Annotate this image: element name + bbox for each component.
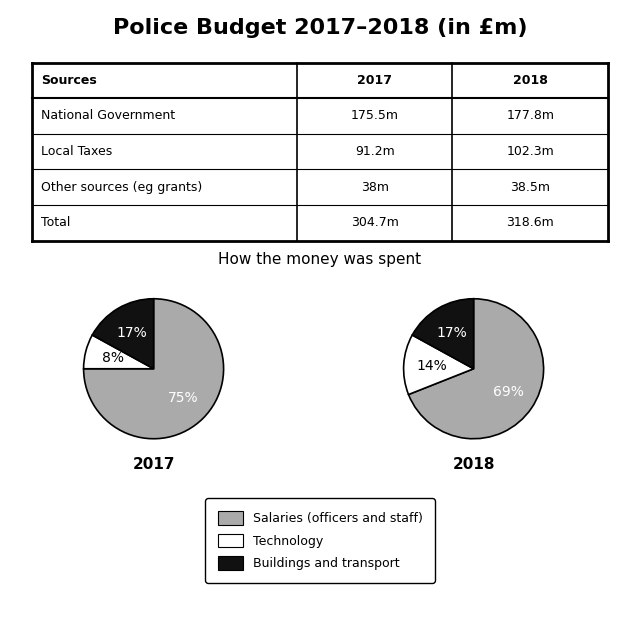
Text: 177.8m: 177.8m bbox=[506, 109, 554, 123]
Text: 69%: 69% bbox=[493, 386, 524, 399]
Title: 2017: 2017 bbox=[132, 457, 175, 472]
Text: 2017: 2017 bbox=[357, 74, 392, 87]
Text: Total: Total bbox=[41, 216, 70, 229]
Text: 38m: 38m bbox=[361, 181, 388, 194]
Text: Other sources (eg grants): Other sources (eg grants) bbox=[41, 181, 202, 194]
Text: 2018: 2018 bbox=[513, 74, 548, 87]
Wedge shape bbox=[84, 335, 154, 369]
Text: National Government: National Government bbox=[41, 109, 175, 123]
Text: 8%: 8% bbox=[102, 351, 124, 365]
Wedge shape bbox=[404, 335, 474, 394]
Wedge shape bbox=[408, 299, 543, 439]
Text: 102.3m: 102.3m bbox=[506, 145, 554, 158]
Text: 304.7m: 304.7m bbox=[351, 216, 399, 229]
Text: 14%: 14% bbox=[416, 359, 447, 373]
Text: Police Budget 2017–2018 (in £m): Police Budget 2017–2018 (in £m) bbox=[113, 18, 527, 38]
Legend: Salaries (officers and staff), Technology, Buildings and transport: Salaries (officers and staff), Technolog… bbox=[205, 498, 435, 583]
Text: 75%: 75% bbox=[168, 391, 198, 406]
Text: 17%: 17% bbox=[117, 326, 148, 339]
Wedge shape bbox=[92, 299, 154, 369]
Text: Sources: Sources bbox=[41, 74, 97, 87]
Title: 2018: 2018 bbox=[452, 457, 495, 472]
Wedge shape bbox=[412, 299, 474, 369]
Wedge shape bbox=[84, 299, 223, 439]
Text: 318.6m: 318.6m bbox=[506, 216, 554, 229]
Text: How the money was spent: How the money was spent bbox=[218, 252, 422, 267]
Text: 38.5m: 38.5m bbox=[510, 181, 550, 194]
Text: Local Taxes: Local Taxes bbox=[41, 145, 112, 158]
Text: 17%: 17% bbox=[437, 326, 468, 339]
Text: 91.2m: 91.2m bbox=[355, 145, 395, 158]
Text: 175.5m: 175.5m bbox=[351, 109, 399, 123]
